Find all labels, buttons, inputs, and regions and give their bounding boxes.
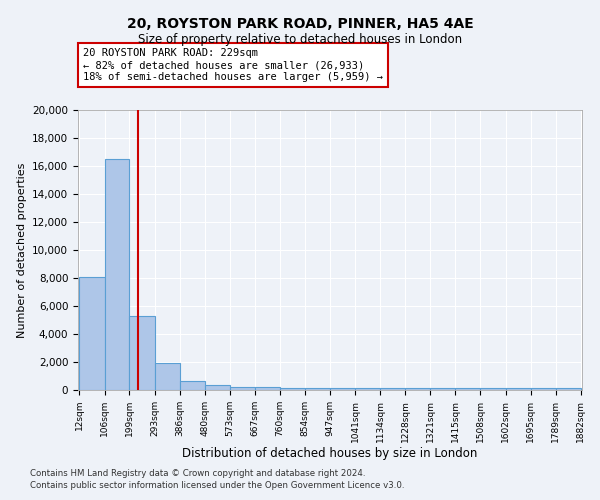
Bar — [481, 388, 506, 390]
Bar — [130, 316, 155, 390]
Bar — [330, 388, 355, 390]
Text: 20, ROYSTON PARK ROAD, PINNER, HA5 4AE: 20, ROYSTON PARK ROAD, PINNER, HA5 4AE — [127, 18, 473, 32]
Bar — [355, 388, 380, 390]
Text: Contains public sector information licensed under the Open Government Licence v3: Contains public sector information licen… — [30, 481, 404, 490]
Bar — [430, 388, 455, 390]
Bar — [155, 364, 179, 390]
Bar — [255, 387, 280, 390]
Bar — [455, 388, 481, 390]
Y-axis label: Number of detached properties: Number of detached properties — [17, 162, 26, 338]
X-axis label: Distribution of detached houses by size in London: Distribution of detached houses by size … — [182, 448, 478, 460]
Bar — [406, 388, 430, 390]
Text: Contains HM Land Registry data © Crown copyright and database right 2024.: Contains HM Land Registry data © Crown c… — [30, 468, 365, 477]
Bar — [230, 386, 255, 390]
Bar — [530, 388, 556, 390]
Bar — [179, 381, 205, 390]
Bar — [205, 385, 230, 390]
Text: Size of property relative to detached houses in London: Size of property relative to detached ho… — [138, 32, 462, 46]
Text: 20 ROYSTON PARK ROAD: 229sqm
← 82% of detached houses are smaller (26,933)
18% o: 20 ROYSTON PARK ROAD: 229sqm ← 82% of de… — [83, 48, 383, 82]
Bar — [506, 388, 530, 390]
Bar — [305, 388, 330, 390]
Bar — [380, 388, 406, 390]
Bar — [79, 276, 104, 390]
Bar — [104, 159, 130, 390]
Bar — [556, 388, 581, 390]
Bar — [280, 388, 305, 390]
